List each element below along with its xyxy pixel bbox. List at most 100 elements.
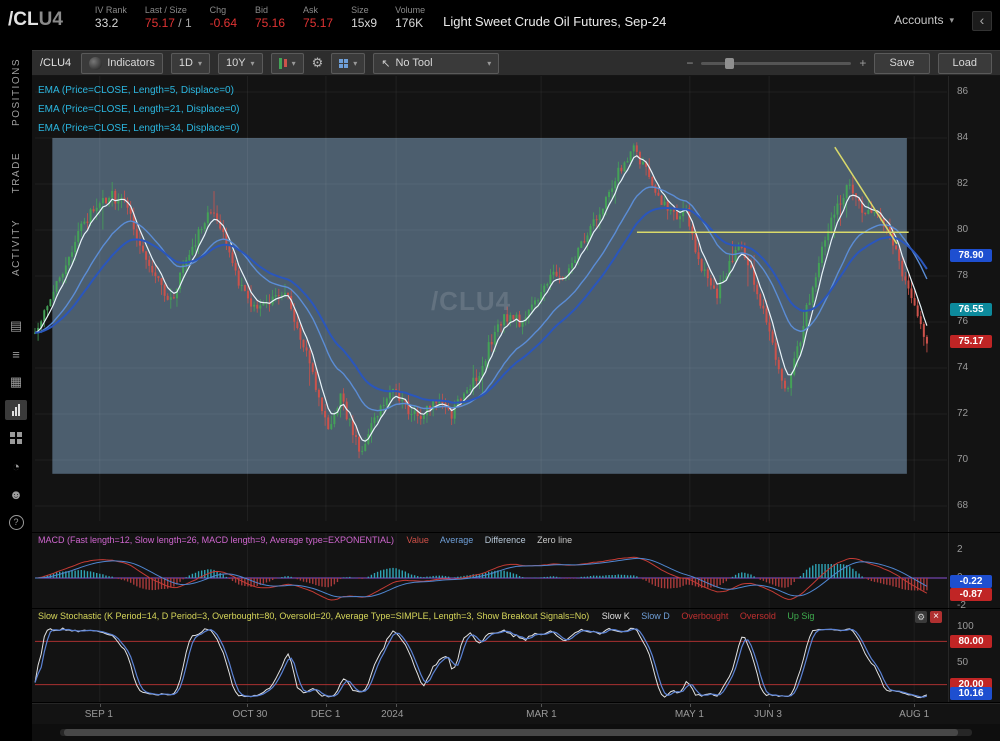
people-icon[interactable]: ☻ [9,486,23,502]
time-axis-tick [541,704,543,708]
indicators-button[interactable]: Indicators [81,52,163,74]
stochastic-study-label[interactable]: Slow Stochastic (K Period=14, D Period=3… [38,611,590,622]
stochastic-axis-tick: 100 [957,621,974,633]
chart-toolbar: /CLU4 Indicators 1D ▾ 10Y ▾ ▾ ⚙ [32,50,1000,76]
macd-chart-canvas[interactable] [32,533,948,609]
stat-ask: Ask 75.17 [303,5,334,30]
cursor-icon: ↖ [381,57,391,70]
save-button[interactable]: Save [874,52,930,74]
orders-icon[interactable]: ≡ [12,346,20,362]
time-axis-label: SEP 1 [84,709,113,721]
axis-badge: 75.17 [950,334,992,348]
stat-bid: Bid 75.16 [255,5,286,30]
price-panel: /CLU4 EMA (Price=CLOSE, Length=5, Displa… [32,76,1000,534]
timeframe-dropdown[interactable]: 1D ▾ [170,52,210,74]
help-icon[interactable]: ? [5,512,27,532]
macd-study-label[interactable]: MACD (Fast length=12, Slow length=26, MA… [38,535,395,546]
study-labels: EMA (Price=CLOSE, Length=5, Displace=0) … [38,81,240,138]
axis-badge: 10.16 [950,686,992,700]
price-axis-tick: 84 [957,132,969,143]
instrument-symbol: /CLU4 [8,9,63,30]
price-axis-tick: 72 [957,408,969,419]
range-dropdown[interactable]: 10Y ▾ [217,52,263,74]
grid-layout-dropdown[interactable]: ▾ [331,52,366,74]
macd-axis: 20-2-0.22-0.87 [948,533,1000,611]
stat-size: Size 15x9 [351,5,378,30]
load-button[interactable]: Load [937,52,992,74]
zoom-slider-handle[interactable] [725,57,735,69]
chart-settings-gear-icon[interactable]: ⚙ [311,55,324,70]
stat-change: Chg -0.64 [209,5,237,30]
axis-badge: 76.55 [950,302,992,316]
time-axis-label: MAY 1 [674,709,704,721]
accounts-menu[interactable]: Accounts ▾ [894,13,954,27]
zoom-slider[interactable] [701,57,852,69]
time-axis-label: JUN 3 [754,709,782,721]
time-axis: SEP 1 OCT 30 DEC 1 2024 MAR 1 MAY 1 JUN 3 AUG 1 [32,703,1000,725]
time-axis-tick [396,704,398,708]
axis-badge: -0.87 [950,587,992,601]
price-axis-tick: 68 [957,500,969,511]
stoch-legend-upsignal: Up Sig [787,611,815,622]
stochastic-axis: 100 50 80.00 20.00 10.16 [948,609,1000,703]
price-axis-tick: 70 [957,454,969,465]
stochastic-chart-canvas[interactable] [32,609,948,703]
time-axis-tick [99,704,101,708]
price-axis-tick: 76 [957,316,969,327]
indicators-icon [89,56,103,70]
sidebar-tab-activity[interactable]: ACTIVITY [10,219,22,277]
stochastic-axis-tick: 50 [957,657,969,669]
zoom-out-button[interactable]: − [686,56,694,70]
chevron-down-icon: ▾ [949,14,954,25]
zoom-in-button[interactable]: + [859,56,867,70]
price-axis-tick: 82 [957,178,969,189]
stoch-legend-oversold: Oversold [739,611,776,622]
chart-type-dropdown[interactable]: ▾ [270,52,304,74]
macd-axis-tick: -2 [957,600,966,612]
sidebar-tab-positions[interactable]: POSITIONS [10,58,22,126]
chart-h-scrollbar [32,724,1000,741]
drawing-tool-dropdown[interactable]: ↖ No Tool ▾ [373,52,500,74]
stochastic-label-row: Slow Stochastic (K Period=14, D Period=3… [38,611,823,621]
chart-icon[interactable] [5,400,27,421]
sidebar-tab-trade[interactable]: TRADE [10,151,22,194]
price-axis-tick: 86 [957,86,969,97]
time-axis-tick [325,704,327,708]
calendar-icon[interactable]: ▦ [9,374,23,390]
collapse-panel-button[interactable]: ‹ [972,11,992,31]
time-axis-label: MAR 1 [526,709,557,721]
time-axis-tick [689,704,691,708]
scrollbar-thumb[interactable] [64,729,958,737]
left-sidebar: POSITIONS TRADE ACTIVITY ▤ ≡ ▦ ◔ ☻ ? [0,42,32,741]
price-axis: 86 84 82 80 78 76 74 72 70 68 78.90 76.55 75.17 [948,76,1000,533]
price-axis-tick: 80 [957,224,969,235]
apps-grid-icon[interactable] [5,428,27,448]
study-settings-gear-icon[interactable]: ⚙ [915,611,927,624]
ema34-study-label[interactable]: EMA (Price=CLOSE, Length=34, Displace=0) [38,123,240,134]
macd-legend-value: Value [406,535,429,546]
stat-volume: Volume 176K [395,5,426,30]
sidebar-icon-rail: ▤ ≡ ▦ ◔ ☻ ? [5,316,27,532]
clock-icon[interactable]: ◔ [12,458,20,474]
stoch-legend-overbought: Overbought [681,611,729,622]
price-chart-canvas[interactable] [32,76,948,533]
price-axis-tick: 74 [957,362,969,373]
symbol-input[interactable]: /CLU4 [40,57,72,69]
chevron-down-icon: ▾ [291,58,296,68]
stochastic-panel-controls: ⚙ × [915,611,942,624]
chevron-down-icon: ▾ [197,58,202,68]
price-axis-tick: 78 [957,270,969,281]
instrument-description: Light Sweet Crude Oil Futures, Sep-24 [443,14,667,29]
ema5-study-label[interactable]: EMA (Price=CLOSE, Length=5, Displace=0) [38,85,234,96]
monitor-icon[interactable]: ▤ [9,318,23,334]
time-axis-tick [769,704,771,708]
time-axis-tick [247,704,249,708]
grid-layout-icon [339,58,349,68]
axis-badge: 80.00 [950,635,992,649]
study-close-icon[interactable]: × [930,611,942,624]
chevron-down-icon: ▾ [250,58,255,68]
ema21-study-label[interactable]: EMA (Price=CLOSE, Length=21, Displace=0) [38,104,240,115]
stoch-legend-slowd: Slow D [641,611,670,622]
time-axis-tick [914,704,916,708]
